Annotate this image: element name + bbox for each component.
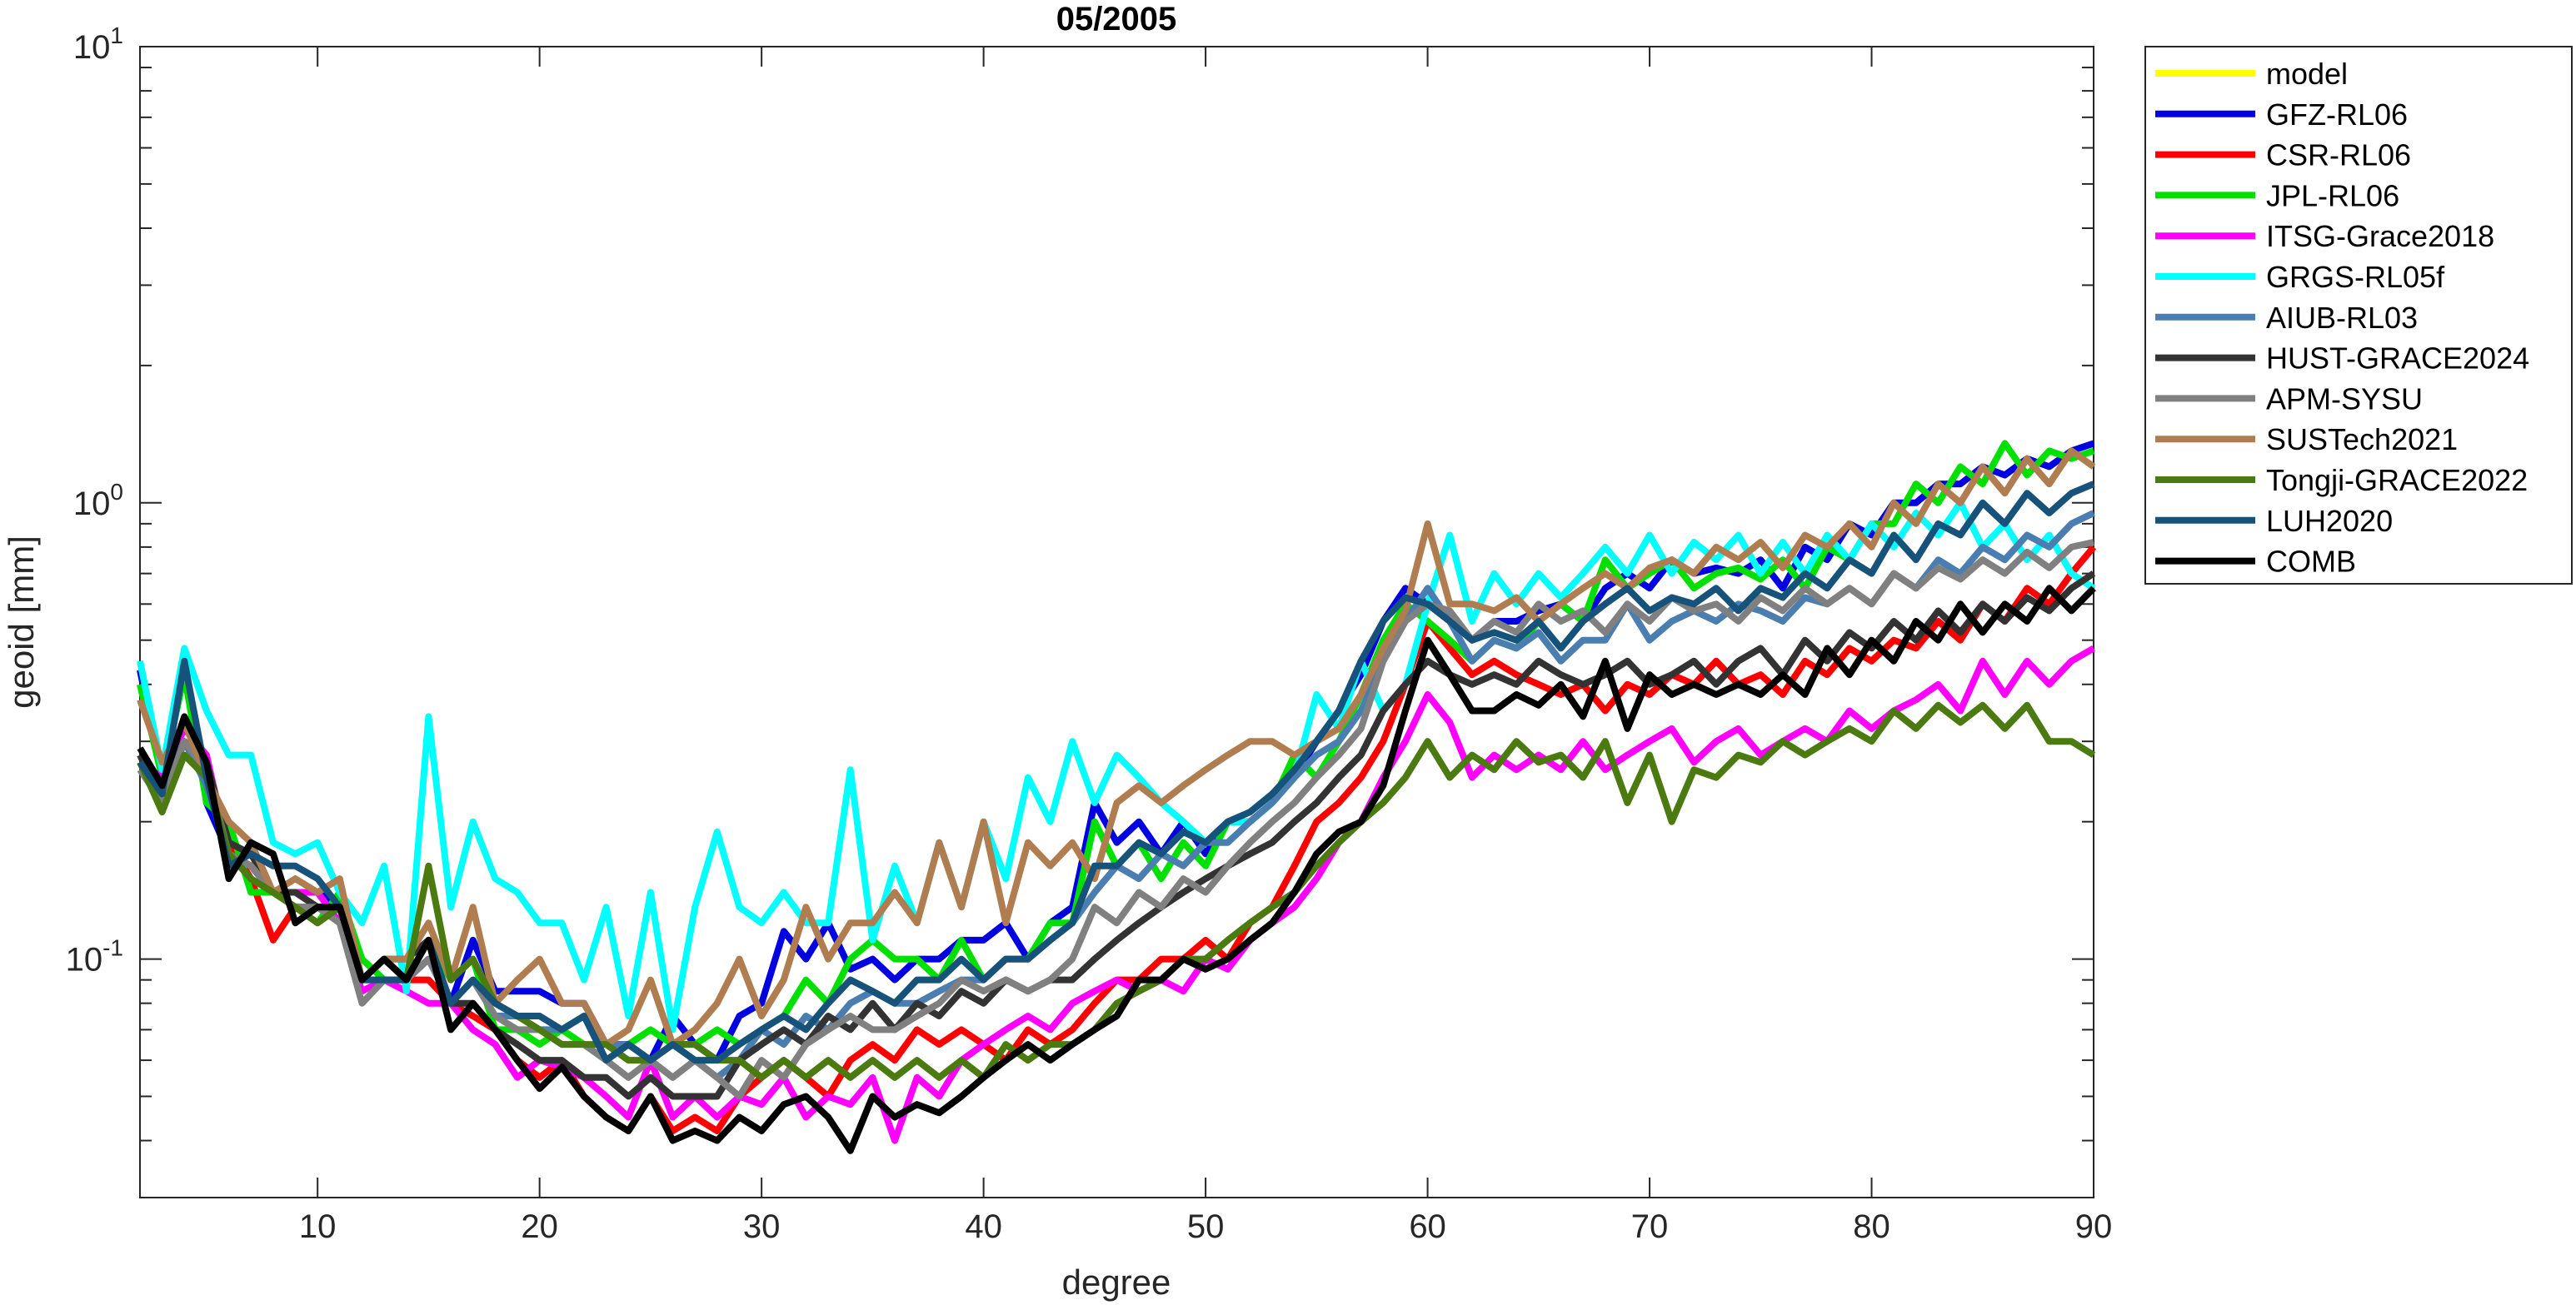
y-tick-label-base: 10: [66, 942, 103, 979]
legend-label-aiub-rl03: AIUB-RL03: [2266, 301, 2418, 335]
legend-label-itsg-grace2018: ITSG-Grace2018: [2266, 219, 2494, 253]
x-axis-label: degree: [1062, 1263, 1171, 1302]
legend-label-grgs-rl05f: GRGS-RL05f: [2266, 260, 2445, 294]
y-tick-label: 10-1: [66, 935, 123, 979]
x-tick-label: 90: [2075, 1208, 2113, 1245]
legend-label-apm-sysu: APM-SYSU: [2266, 381, 2423, 416]
legend-label-tongji-grace2022: Tongji-GRACE2022: [2266, 463, 2528, 497]
axes-box: [139, 46, 2094, 1198]
legend: model GFZ-RL06 CSR-RL06 JPL-RL06 ITSG-Grace2…: [2144, 46, 2573, 585]
legend-label-sustech2021: SUSTech2021: [2266, 422, 2458, 456]
legend-label-csr-rl06: CSR-RL06: [2266, 138, 2411, 172]
y-tick-label: 101: [73, 22, 123, 66]
legend-label-gfz-rl06: GFZ-RL06: [2266, 97, 2408, 132]
y-tick-label: 100: [73, 479, 123, 522]
y-tick-label-base: 10: [73, 29, 111, 66]
x-tick-label: 50: [1187, 1208, 1225, 1245]
legend-label-hust-grace2024: HUST-GRACE2024: [2266, 341, 2529, 376]
x-tick-label: 60: [1409, 1208, 1446, 1245]
series-line-itsg-grace2018: [137, 645, 2096, 1144]
series-line-sustech2021: [137, 447, 2096, 1048]
x-ticks: 10 20 30 40 50 60 70 80 90: [299, 47, 2112, 1245]
x-tick-label: 80: [1853, 1208, 1890, 1245]
series-lines: [137, 440, 2097, 1154]
x-tick-label: 20: [521, 1208, 558, 1245]
x-tick-label: 10: [299, 1208, 337, 1245]
y-tick-label-exponent: 0: [110, 479, 123, 505]
legend-label-luh2020: LUH2020: [2266, 504, 2393, 538]
series-line-grgs-rl05f: [137, 499, 2096, 1034]
legend-label-jpl-rl06: JPL-RL06: [2266, 178, 2399, 212]
y-tick-label-exponent: -1: [102, 935, 123, 961]
series-line-hust-grace2024: [137, 570, 2096, 1100]
series-line-comb: [137, 585, 2096, 1154]
legend-label-comb: COMB: [2266, 545, 2356, 579]
chart-title: 05/2005: [1056, 1, 1177, 37]
x-tick-label: 70: [1631, 1208, 1669, 1245]
series-line-luh2020: [137, 481, 2095, 1064]
series-line-tongji-grace2022: [137, 701, 2096, 1081]
y-tick-label-base: 10: [73, 486, 111, 522]
legend-entries: model GFZ-RL06 CSR-RL06 JPL-RL06 ITSG-Grace2…: [2155, 57, 2529, 579]
legend-label-model: model: [2266, 57, 2348, 91]
x-tick-label: 30: [743, 1208, 781, 1245]
x-tick-label: 40: [965, 1208, 1002, 1245]
y-axis-label: geoid [mm]: [2, 535, 41, 709]
y-tick-label-exponent: 1: [110, 22, 123, 48]
